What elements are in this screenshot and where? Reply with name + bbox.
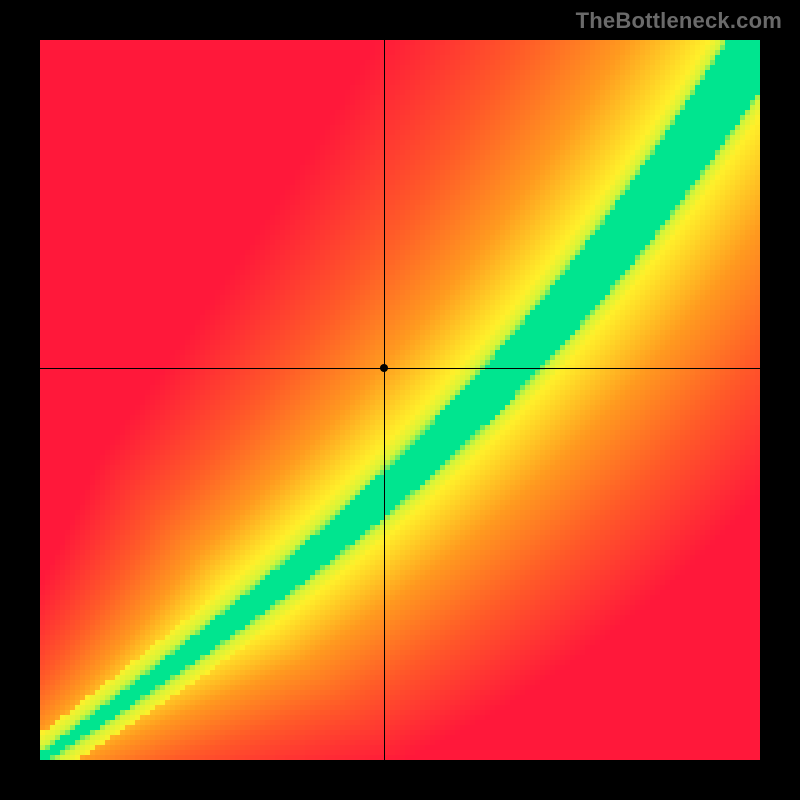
- crosshair-vertical: [384, 40, 385, 760]
- plot-area: [40, 40, 760, 760]
- chart-container: TheBottleneck.com: [0, 0, 800, 800]
- crosshair-horizontal: [40, 368, 760, 369]
- crosshair-marker: [380, 364, 388, 372]
- heatmap-canvas: [40, 40, 760, 760]
- attribution-text: TheBottleneck.com: [576, 8, 782, 34]
